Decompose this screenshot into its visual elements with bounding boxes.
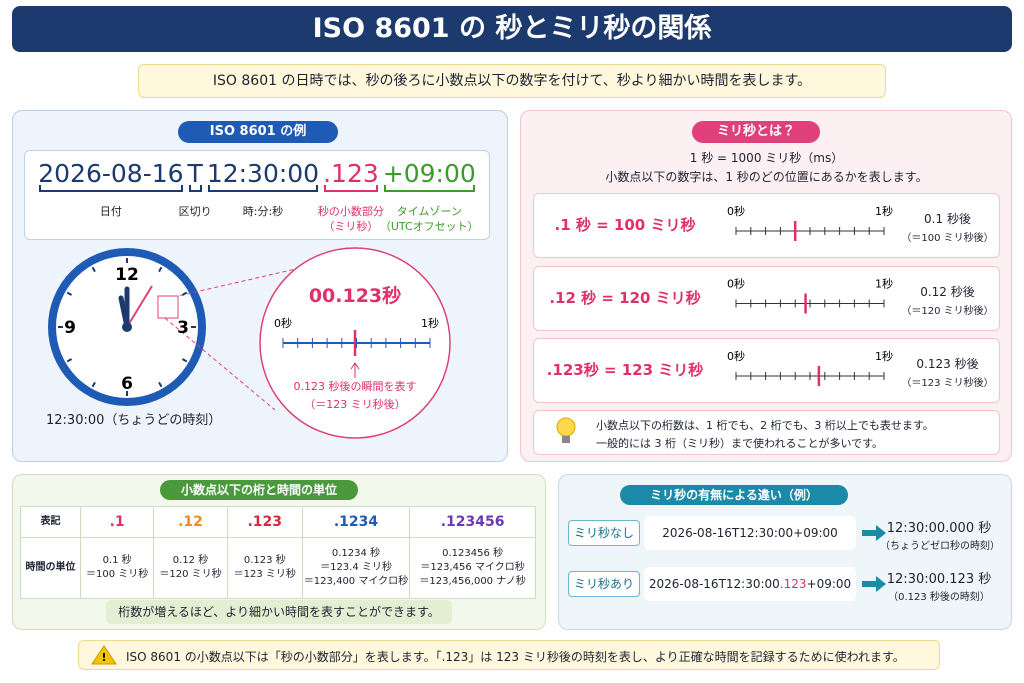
compare-input: 2026-08-16T12:30:00.123+09:00 (644, 567, 856, 601)
compare-input-part: 2026-08-16T12:30:00 (648, 577, 780, 591)
compare-note: （ちょうどゼロ秒の時刻） (880, 541, 1000, 552)
example-part: T 区切り (179, 159, 212, 218)
notation: .123 (226, 506, 303, 538)
example-string: 2026-08-16 日付 T 区切り 12:30:00 時:分:秒 .123 秒の小数部分 （… (25, 159, 489, 233)
row-header: 時間の単位 (20, 537, 81, 599)
digits-footer: 桁数が増えるほど、より細かい時間を表すことができます。 (106, 600, 452, 624)
millis-row-label: .1 秒 = 100 ミリ秒 (554, 216, 696, 234)
unit-cell: 0.12 秒 ＝120 ミリ秒 (153, 537, 228, 599)
example-label: （UTCオフセット） (379, 220, 479, 233)
example-part-text: .123 (323, 159, 379, 188)
example-underline (207, 185, 319, 192)
example-part: 12:30:00 時:分:秒 (205, 159, 321, 218)
example-part: .123 秒の小数部分 （ミリ秒） (318, 159, 384, 233)
table-row: 表記 .1.12.123.1234.123456 (20, 506, 536, 538)
tip-line: 一般的には 3 桁（ミリ秒）まで使われることが多いです。 (596, 437, 884, 450)
example-part-text: 12:30:00 (206, 159, 320, 188)
compare-input-part: +09:00 (806, 577, 852, 591)
notation: .1234 (301, 506, 411, 538)
example-underline (39, 185, 183, 192)
example-label: （ミリ秒） (323, 220, 379, 233)
example-underline (383, 185, 475, 192)
compare-input: 2026-08-16T12:30:00+09:00 (644, 516, 856, 550)
bottom-note (78, 640, 940, 670)
compare-result: 12:30:00.000 秒 (886, 521, 992, 536)
example-part-text: 2026-08-16 (38, 159, 184, 188)
unit-cell: 0.123 秒 ＝123 ミリ秒 (226, 537, 303, 599)
compare-tag: ミリ秒あり (568, 571, 640, 597)
millis-row-box (533, 338, 1000, 403)
millis-row-sub: （＝120 ミリ秒後） (901, 305, 994, 317)
row-header: 表記 (20, 506, 81, 538)
millis-row-box (533, 193, 1000, 258)
intro: ISO 8601 の日時では、秒の後ろに小数点以下の数字を付けて、秒より細かい時… (138, 64, 886, 98)
title-bar: ISO 8601 の 秒とミリ秒の関係 (12, 6, 1012, 52)
example-part-text: +09:00 (382, 159, 476, 188)
example-label: 区切り (178, 205, 212, 218)
unit-line: ＝123,456 マイクロ秒 (420, 562, 525, 573)
millis-line: 1 秒 = 1000 ミリ秒（ms） (689, 151, 844, 165)
millis-row-result: 0.12 秒後 (920, 284, 975, 299)
compare-input-part: .123 (779, 577, 807, 591)
example-part: +09:00 タイムゾーン （UTCオフセット） (380, 159, 479, 233)
millis-row-label: .12 秒 = 120 ミリ秒 (549, 288, 701, 307)
millis-row-sub: （＝100 ミリ秒後） (901, 233, 994, 244)
unit-line: ＝123,400 マイクロ秒 (303, 576, 409, 587)
example-heading: ISO 8601 の例 (178, 121, 338, 143)
compare-heading: ミリ秒の有無による違い（例） (620, 485, 848, 505)
millis-heading: ミリ秒とは？ (692, 121, 820, 143)
millis-row-sub: （＝123 ミリ秒後） (901, 378, 994, 389)
unit-line: ＝120 ミリ秒 (159, 569, 222, 580)
millis-row-box (533, 265, 1000, 331)
millis-line: 小数点以下の数字は、1 秒のどの位置にあるかを表します。 (605, 170, 928, 184)
unit-line: ＝123,456,000 ナノ秒 (419, 576, 526, 587)
clock-caption: 12:30:00（ちょうどの時刻） (46, 413, 222, 428)
unit-line: ＝100 ミリ秒 (85, 569, 149, 580)
example-box: 2026-08-16 日付 T 区切り 12:30:00 時:分:秒 .123 秒の小数部分 （… (24, 150, 490, 240)
unit-line: 0.1 秒 (102, 555, 132, 566)
example-label: タイムゾーン (396, 205, 462, 218)
unit-line: 0.12 秒 (172, 555, 209, 566)
notation: .123456 (409, 506, 536, 538)
compare-tag: ミリ秒なし (568, 520, 640, 546)
example-part-text: T (187, 159, 203, 188)
notation: .1 (79, 506, 155, 538)
millis-row-label: .123秒 = 123 ミリ秒 (546, 361, 704, 379)
millis-row-result: 0.1 秒後 (924, 212, 971, 226)
example-underline (188, 185, 202, 192)
example-underline (324, 185, 378, 192)
unit-line: ＝123 ミリ秒 (233, 569, 296, 580)
example-label: 秒の小数部分 (317, 205, 384, 218)
unit-cell: 0.123456 秒 ＝123,456 マイクロ秒 ＝123,456,000 ナノ秒 (409, 537, 536, 599)
digits-table: 表記 .1.12.123.1234.123456 時間の単位 0.1 秒＝100 ミリ… (20, 506, 536, 599)
table-row: 時間の単位 0.1 秒 ＝100 ミリ秒 0.12 秒 ＝120 ミリ秒 0.123 秒 ＝… (20, 537, 536, 599)
unit-cell: 0.1 秒 ＝100 ミリ秒 (79, 537, 155, 599)
digits-heading: 小数点以下の桁と時間の単位 (160, 480, 358, 500)
unit-cell: 0.1234 秒 ＝123.4 ミリ秒 ＝123,400 マイクロ秒 (301, 537, 411, 599)
example-part: 2026-08-16 日付 (36, 159, 185, 218)
bottom-note-text: ISO 8601 の小数点以下は「秒の小数部分」を表します。「.123」は 12… (126, 650, 905, 664)
unit-line: 0.1234 秒 (331, 548, 381, 559)
millis-row-result: 0.123 秒後 (916, 357, 979, 371)
unit-line: 0.123456 秒 (442, 548, 504, 559)
unit-line: ＝123.4 ミリ秒 (320, 562, 392, 573)
unit-line: 0.123 秒 (243, 555, 286, 566)
notation: .12 (153, 506, 228, 538)
compare-input-part: 2026-08-16T12:30:00+09:00 (662, 526, 838, 540)
compare-note: （0.123 秒後の時刻） (888, 592, 990, 603)
compare-result: 12:30:00.123 秒 (886, 572, 992, 587)
example-label: 時:分:秒 (242, 205, 284, 218)
tip-box (533, 410, 1000, 455)
example-label: 日付 (99, 205, 122, 218)
tip-line: 小数点以下の桁数は、1 桁でも、2 桁でも、3 桁以上でも表せます。 (596, 419, 934, 432)
